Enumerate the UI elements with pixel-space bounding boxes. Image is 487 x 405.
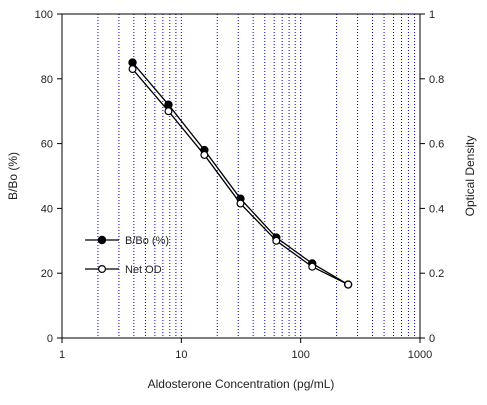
y2-tick-label: 0	[429, 333, 435, 345]
y-axis-label: B/Bo (%)	[6, 152, 20, 200]
y-tick-label: 0	[47, 333, 53, 345]
legend-marker	[97, 235, 107, 245]
legend-label: Net OD	[125, 264, 162, 276]
series-2-point	[164, 107, 173, 116]
series-2-point	[236, 199, 245, 208]
x-tick-label: 10	[175, 349, 187, 361]
legend-marker	[97, 265, 106, 274]
series-2-point	[272, 236, 281, 245]
plot-frame	[61, 13, 421, 339]
y2-tick-label: 0.2	[429, 268, 444, 280]
y2-tick-label: 1	[429, 9, 435, 21]
y-tick-label: 40	[41, 203, 53, 215]
y-tick-label: 20	[41, 268, 53, 280]
x-tick-label: 100	[291, 349, 309, 361]
series-2-point	[308, 262, 317, 271]
x-tick-label: 1	[59, 349, 65, 361]
series-2-point	[344, 280, 353, 289]
data-series	[128, 58, 353, 289]
y2-axis-label: Optical Density	[463, 136, 477, 217]
y-tick-label: 80	[41, 74, 53, 86]
x-axis-label: Aldosterone Concentration (pg/mL)	[148, 377, 335, 391]
y-tick-label: 100	[35, 9, 53, 21]
grid-lines	[97, 14, 416, 338]
legend-label: B/Bo (%)	[125, 235, 169, 247]
series-2-point	[200, 150, 209, 159]
x-tick-label: 1000	[408, 349, 432, 361]
y2-tick-label: 0.4	[429, 203, 444, 215]
legend: B/Bo (%) Net OD	[85, 235, 169, 276]
y2-tick-label: 0.8	[429, 74, 444, 86]
series-2-point	[128, 65, 137, 74]
y-tick-label: 60	[41, 139, 53, 151]
y2-tick-label: 0.6	[429, 139, 444, 151]
series-line-1	[132, 62, 349, 286]
